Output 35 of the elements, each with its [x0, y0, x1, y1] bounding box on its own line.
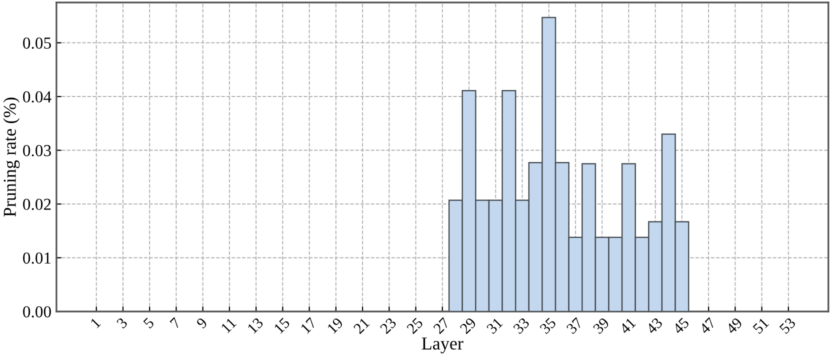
- y-tick-label: 0.04: [23, 91, 52, 103]
- x-tick-label: 45: [672, 317, 690, 335]
- x-axis-title: Layer: [422, 338, 464, 354]
- y-tick-label: 0.02: [23, 198, 51, 210]
- x-tick-label: 25: [406, 317, 424, 334]
- y-tick-label: 0.03: [23, 144, 51, 156]
- x-tick-label: 9: [196, 317, 208, 330]
- x-tick-label: 23: [380, 317, 397, 334]
- x-tick-label: 15: [274, 317, 290, 334]
- x-tick-label: 19: [326, 317, 344, 334]
- x-tick-label: 53: [779, 317, 796, 334]
- x-tick-label: 31: [486, 317, 504, 334]
- x-tick-label: 37: [566, 317, 584, 334]
- x-tick-label: 3: [116, 317, 128, 329]
- x-tick-label: 27: [432, 317, 450, 334]
- y-tick-label: 0.00: [23, 306, 51, 318]
- x-tick-label: 11: [220, 317, 237, 334]
- x-tick-label: 1: [90, 317, 102, 328]
- x-tick-label: 7: [170, 317, 182, 329]
- x-tick-label: 35: [539, 317, 557, 334]
- x-tick-label: 29: [460, 317, 477, 334]
- x-tick-label: 17: [300, 317, 317, 334]
- y-axis-title: Pruning rate (%): [3, 98, 20, 217]
- x-tick-label: 5: [143, 317, 155, 329]
- x-tick-label: 39: [592, 317, 610, 334]
- x-tick-label: 13: [247, 317, 264, 334]
- y-tick-label: 0.05: [23, 37, 51, 49]
- x-tick-label: 33: [512, 317, 530, 334]
- x-tick-label: 49: [725, 317, 743, 335]
- x-tick-label: 47: [698, 317, 716, 334]
- x-tick-label: 51: [752, 317, 770, 334]
- x-tick-label: 41: [618, 317, 636, 334]
- x-tick-label: 21: [353, 317, 370, 334]
- y-tick-label: 0.01: [23, 252, 51, 264]
- x-tick-label: 43: [646, 317, 664, 335]
